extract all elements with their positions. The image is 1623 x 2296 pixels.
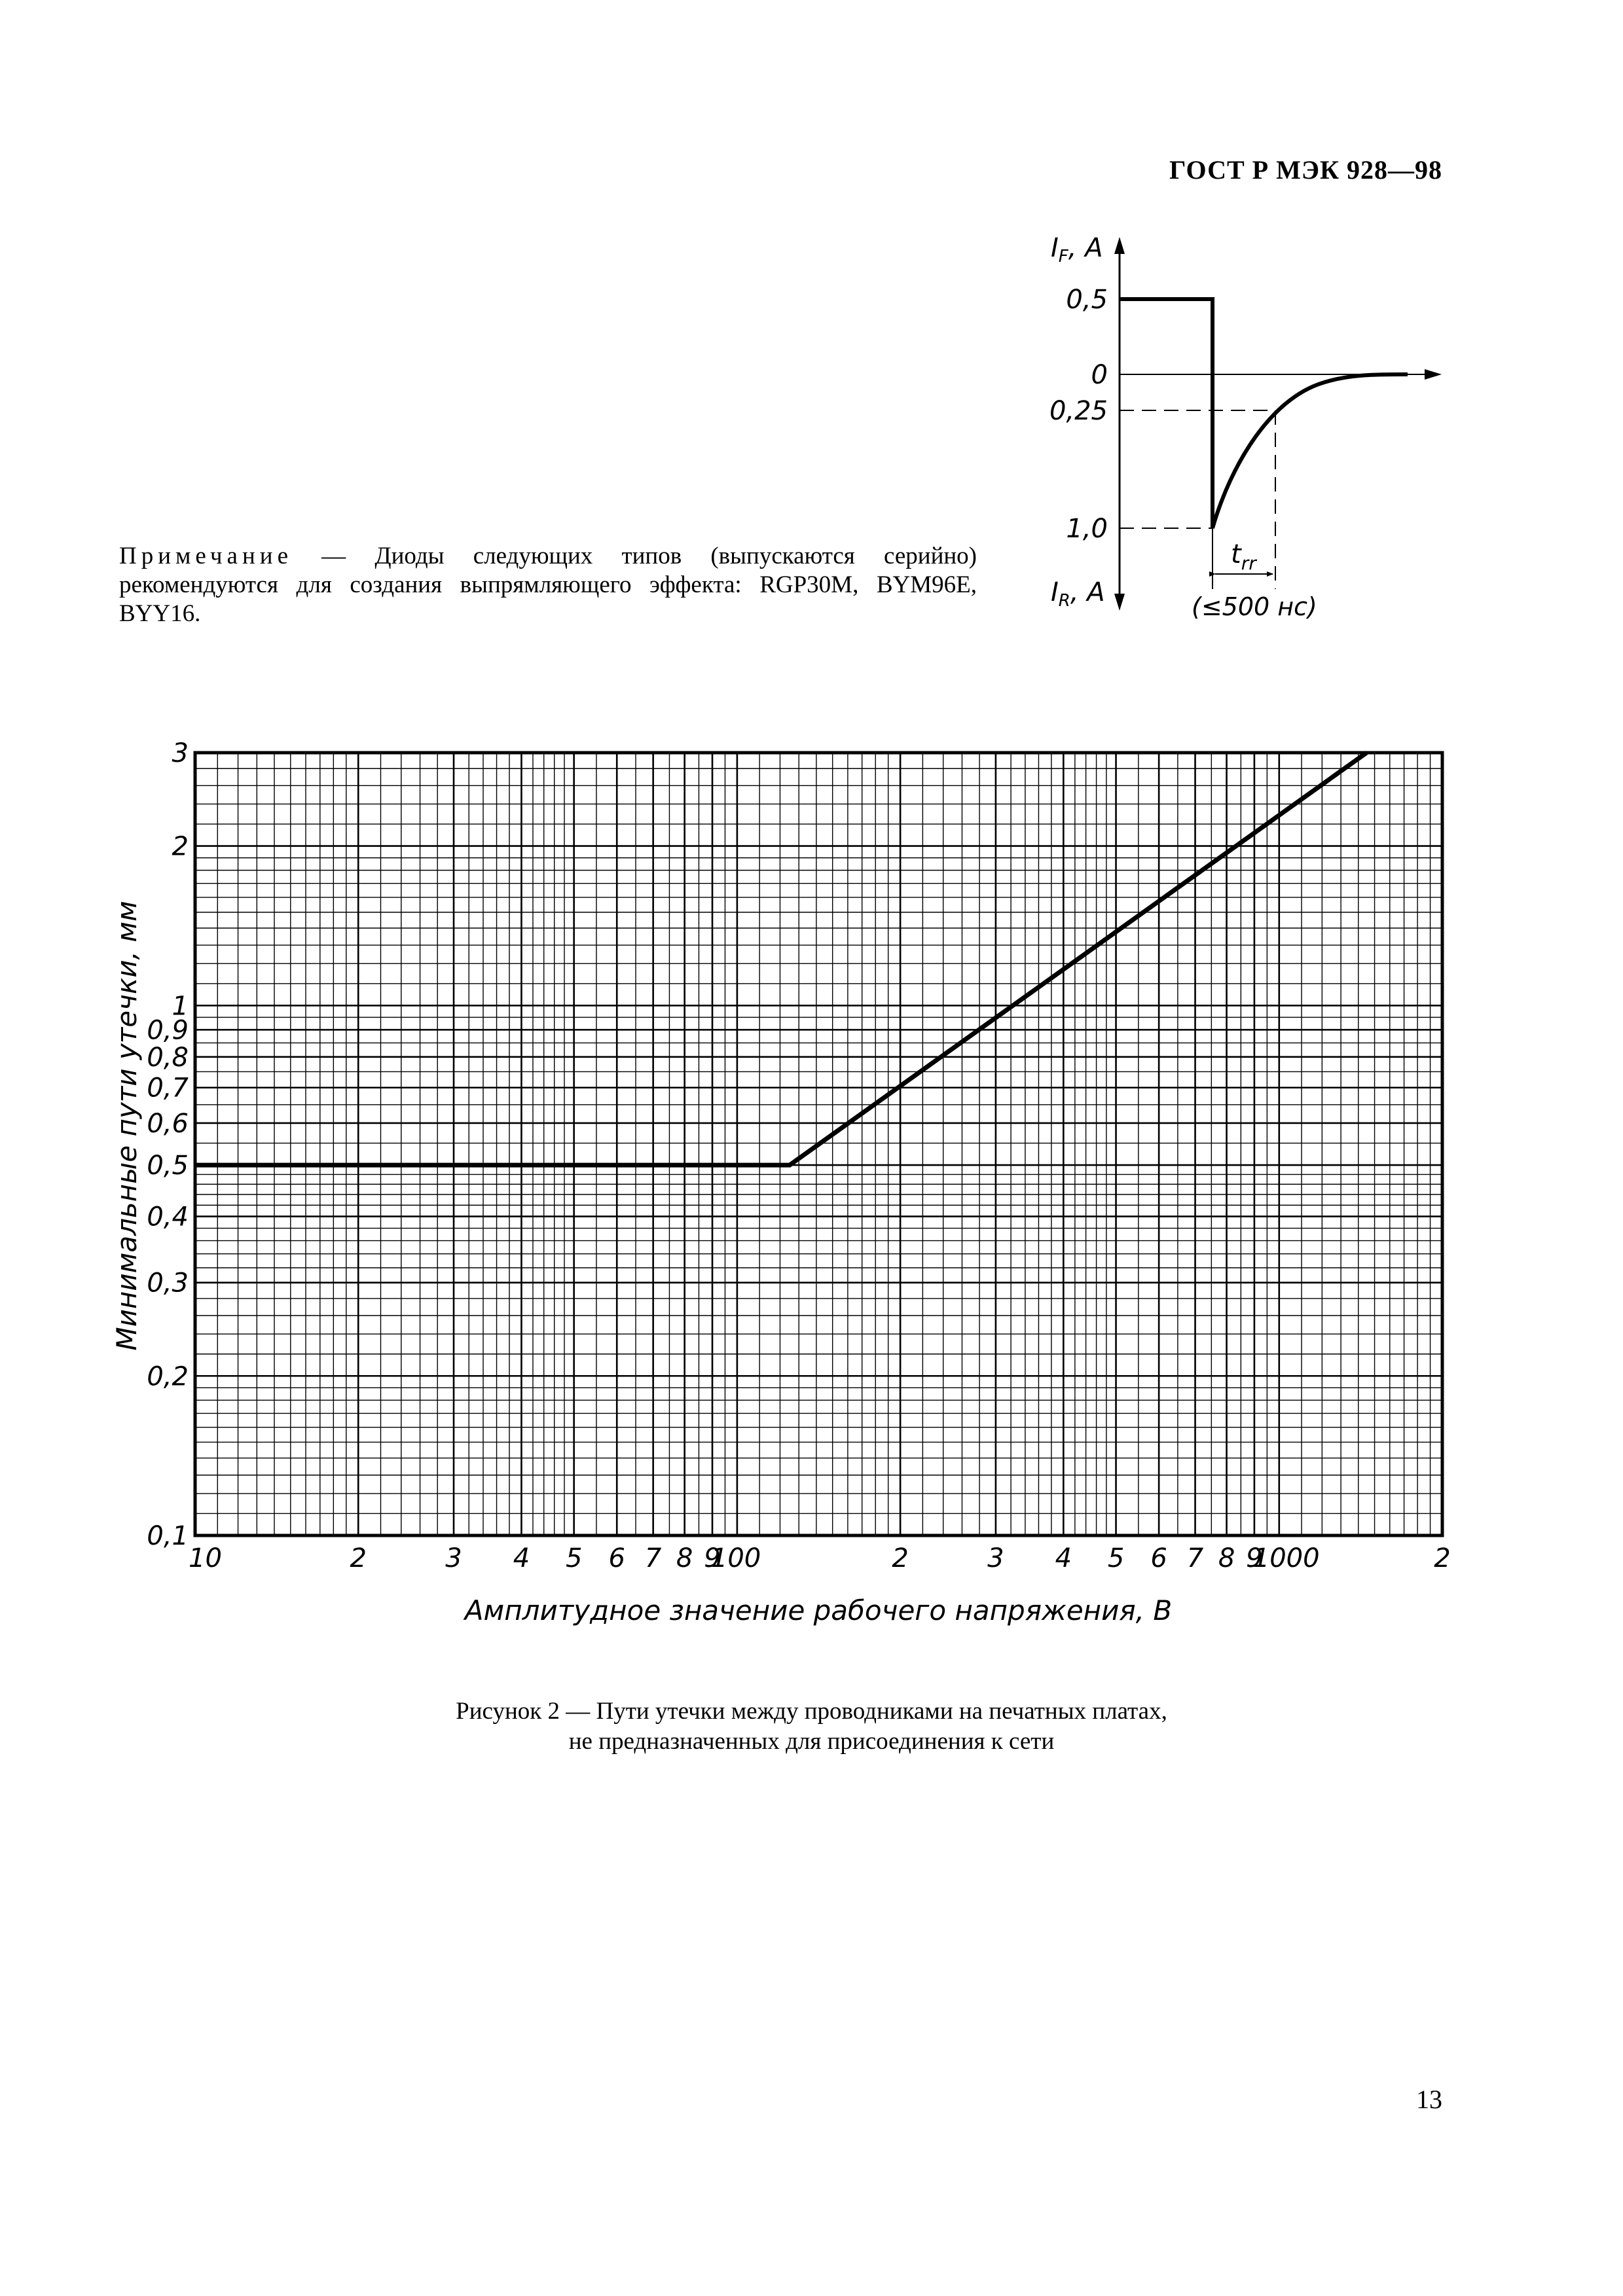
x-tick-label: 1000 <box>1253 1543 1320 1573</box>
chart-grid <box>194 751 1444 1537</box>
y-tick-label: 0,9 <box>147 1015 189 1045</box>
figure-caption: Рисунок 2 — Пути утечки между проводника… <box>0 1696 1623 1757</box>
standard-code-header: ГОСТ Р МЭК 928—98 <box>1169 155 1442 185</box>
y-tick-label: 0,4 <box>147 1202 189 1232</box>
if-axis-label: IF, A <box>1051 233 1103 266</box>
y-tick-label: 0,3 <box>147 1268 189 1299</box>
pulse-time-arrow <box>1425 369 1442 380</box>
x-tick-label: 10 <box>189 1543 222 1573</box>
trr-limit-label: (≤500 нс) <box>1192 592 1317 621</box>
y-tick-label: 0,7 <box>147 1073 189 1103</box>
level-1-0-label: 1,0 <box>1066 514 1108 544</box>
y-tick-label: 0,8 <box>147 1043 189 1073</box>
x-tick-label: 9 <box>704 1543 720 1573</box>
x-tick-label: 7 <box>645 1543 662 1573</box>
x-tick-label: 9 <box>1246 1543 1262 1573</box>
x-tick-label: 2 <box>350 1543 366 1573</box>
creepage-line <box>195 751 1368 1168</box>
x-tick-label: 6 <box>1150 1543 1167 1573</box>
x-tick-label: 8 <box>1218 1543 1235 1573</box>
ir-axis-label: IR, A <box>1051 577 1105 611</box>
y-tick-label: 3 <box>172 738 189 768</box>
page-number: 13 <box>1416 2085 1442 2114</box>
level-0-25-label: 0,25 <box>1049 396 1108 426</box>
y-tick-label: 0,6 <box>147 1109 189 1139</box>
x-tick-label: 3 <box>445 1543 462 1573</box>
x-axis-label: Амплитудное значение рабочего напряжения… <box>463 1594 1172 1626</box>
x-tick-label: 4 <box>513 1543 530 1573</box>
x-tick-label: 4 <box>1055 1543 1072 1573</box>
pulse-diagram: IF, A 0,5 0 0,25 1,0 IR, A trr (≤500 нс) <box>1049 233 1442 621</box>
x-tick-label: 2 <box>1434 1543 1450 1573</box>
y-axis-label: Минимальные пути утечки, мм <box>111 901 143 1350</box>
chart-frame <box>193 751 1444 1537</box>
trr-label: trr <box>1231 539 1257 574</box>
note-label: Примечание <box>119 543 293 569</box>
x-tick-label: 3 <box>987 1543 1004 1573</box>
x-tick-label: 2 <box>892 1543 908 1573</box>
note-text: — Диоды следующих типов (выпускаются сер… <box>119 543 977 627</box>
x-tick-label: 6 <box>608 1543 625 1573</box>
pulse-forward-waveform <box>1120 297 1214 528</box>
x-tick-label: 8 <box>676 1543 693 1573</box>
chart-series <box>195 751 1368 1168</box>
y-tick-label: 0,1 <box>147 1521 189 1551</box>
y-tick-label: 0,5 <box>147 1151 189 1181</box>
pulse-axis-arrow-down <box>1114 594 1125 611</box>
x-tick-label: 100 <box>711 1543 761 1573</box>
pulse-recovery-curve <box>1211 372 1408 529</box>
note-paragraph: Примечание — Диоды следующих типов (выпу… <box>119 542 977 628</box>
y-tick-labels: 0,1 0,2 0,3 0,4 0,5 0,6 0,70,80,91 2 3 <box>147 738 189 1551</box>
x-tick-label: 5 <box>566 1543 582 1573</box>
caption-line-1: Рисунок 2 — Пути утечки между проводника… <box>456 1698 1167 1725</box>
y-tick-label: 1 <box>172 991 189 1021</box>
level-0-5-label: 0,5 <box>1066 285 1108 315</box>
x-tick-label: 7 <box>1187 1543 1204 1573</box>
pulse-axis-arrow-up <box>1114 237 1125 254</box>
y-tick-label: 2 <box>172 832 189 862</box>
caption-line-2: не предназначенных для присоединения к с… <box>568 1728 1055 1755</box>
level-0-label: 0 <box>1091 360 1108 390</box>
y-tick-label: 0,2 <box>147 1361 189 1391</box>
x-tick-label: 5 <box>1108 1543 1124 1573</box>
